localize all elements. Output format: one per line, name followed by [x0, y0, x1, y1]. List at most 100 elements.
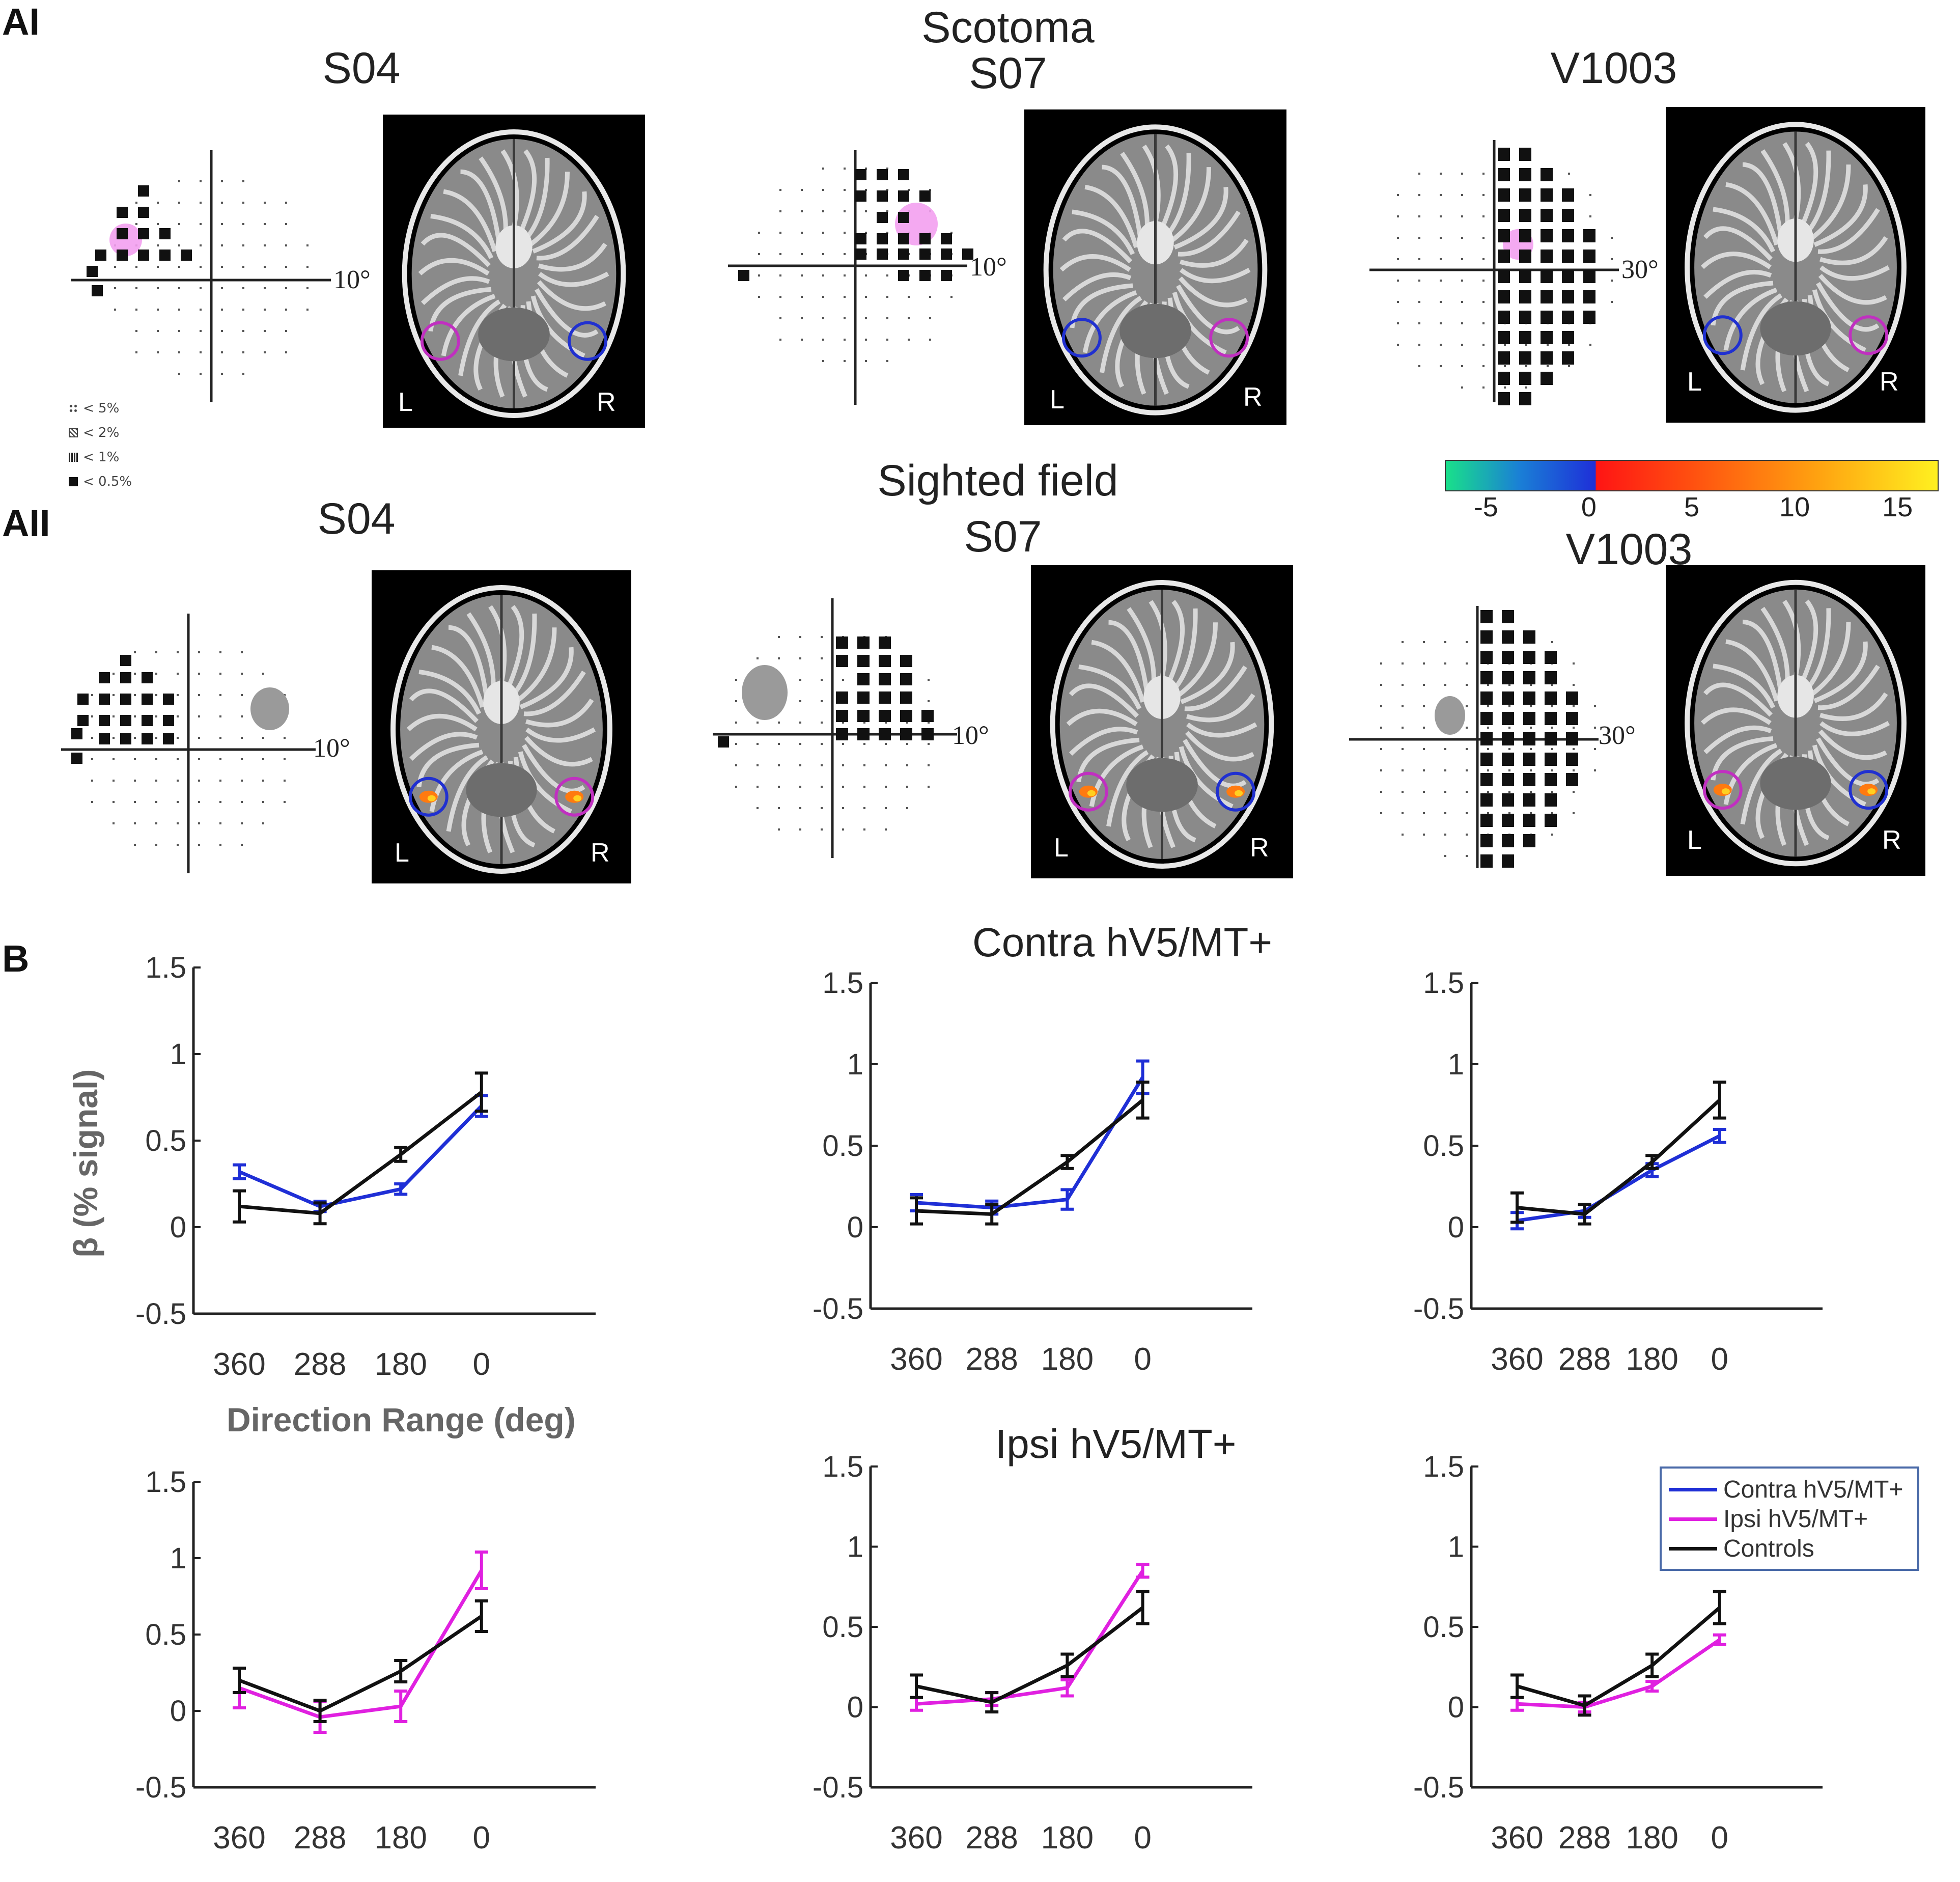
error-bar-ipsi [1060, 1678, 1074, 1698]
y-tick-label: -0.5 [813, 1292, 863, 1325]
y-tick-label: -0.5 [135, 1297, 186, 1331]
legend-line-controls [1669, 1546, 1717, 1551]
series-line-contra [238, 1104, 483, 1208]
visual-field-v1003-sighted [1349, 606, 1599, 868]
x-tick-label: 360 [1491, 1342, 1543, 1377]
field-label-s04-scotoma: 10° [333, 265, 371, 294]
legend-item-contra: Contra hV5/MT+ [1669, 1475, 1910, 1504]
chart-row1-s04: -0.5 0 0.5 1 1.5 360 288 180 0 [135, 951, 596, 1382]
panel-label-a2: AII [2, 502, 50, 544]
field-label-s07-scotoma: 10° [970, 253, 1007, 282]
brain-side-right: R [1880, 367, 1899, 397]
y-tick-label: 0 [1448, 1211, 1464, 1244]
y-tick-label: 1.5 [1423, 1450, 1464, 1483]
x-tick-label: 0 [473, 1820, 490, 1856]
brain-image-s04-scotoma: L R [383, 115, 645, 428]
heading-s04-row2: S04 [317, 494, 396, 543]
colorbar-tick: 10 [1779, 492, 1810, 522]
x-tick-label: 180 [1041, 1342, 1094, 1377]
heading-s07-row2: S07 [964, 512, 1042, 561]
panel-label-b: B [2, 937, 30, 980]
error-bar-controls [1645, 1154, 1659, 1170]
y-tick-label: 0.5 [1423, 1129, 1464, 1163]
x-tick-label: 288 [294, 1347, 346, 1382]
field-label-v1003-sighted: 30° [1599, 721, 1636, 750]
brain-image-v1003-sighted: L R [1666, 565, 1925, 876]
x-tick-label: 288 [1558, 1820, 1611, 1856]
error-bar-controls [1578, 1203, 1591, 1226]
brain-image-s07-scotoma: L R [1024, 109, 1286, 425]
series-line-controls [1517, 1098, 1721, 1216]
series-line-controls [916, 1098, 1144, 1216]
significance-legend-item: < 1% [69, 445, 132, 469]
y-tick-label: 0 [847, 1211, 863, 1244]
error-bar-controls [1713, 1590, 1726, 1625]
dense-symbol [69, 453, 78, 462]
error-bar-controls [910, 1673, 923, 1699]
colorbar-tick: -5 [1473, 492, 1498, 522]
panel-label-a1: AI [2, 1, 40, 43]
x-tick-label: 288 [965, 1820, 1018, 1856]
brain-side-right: R [591, 838, 610, 868]
error-bar-controls [910, 1196, 923, 1226]
field-label-s07-sighted: 10° [952, 721, 989, 750]
brain-side-left: L [398, 388, 413, 417]
x-tick-label: 360 [890, 1820, 942, 1856]
heading-v1003-row1: V1003 [1550, 44, 1677, 93]
brain-side-right: R [1243, 382, 1263, 412]
visual-field-s04-sighted [61, 614, 316, 873]
error-bar-controls [1510, 1673, 1524, 1699]
x-tick-label: 360 [890, 1342, 942, 1377]
error-bar-controls [985, 1691, 999, 1713]
error-bar-controls [1713, 1081, 1726, 1120]
error-bar-controls [985, 1203, 999, 1226]
chart-title-contra: Contra hV5/MT+ [972, 920, 1273, 965]
error-bar-controls [394, 1146, 408, 1163]
brain-image-v1003-scotoma: L R [1666, 107, 1925, 423]
error-bar-controls [313, 1201, 327, 1226]
y-tick-label: 1 [847, 1048, 863, 1081]
error-bar-controls [1578, 1694, 1591, 1717]
brain-side-right: R [1250, 833, 1269, 863]
y-tick-label: -0.5 [135, 1771, 186, 1804]
significance-legend-item: < 0.5% [69, 469, 132, 494]
heading-scotoma: Scotoma [921, 3, 1095, 52]
y-tick-label: 1.5 [145, 951, 186, 984]
error-bar-controls [313, 1699, 327, 1723]
y-tick-label: -0.5 [1413, 1292, 1464, 1325]
y-tick-label: 0 [1448, 1691, 1464, 1724]
colorbar-tick: 0 [1581, 492, 1597, 522]
y-axis-label: β (% signal) [67, 1069, 104, 1258]
error-bar-controls [1060, 1154, 1074, 1170]
significance-legend: < 5% < 2% < 1% < 0.5% [69, 396, 132, 494]
visual-field-s07-sighted [713, 598, 957, 858]
brain-image-s04-sighted: L R [372, 570, 631, 883]
x-tick-label: 360 [1491, 1820, 1543, 1856]
x-tick-label: 0 [1134, 1820, 1151, 1856]
error-bar-controls [394, 1659, 408, 1683]
y-tick-label: 1 [1448, 1048, 1464, 1081]
error-bar-ipsi [1713, 1633, 1726, 1646]
error-bar-controls [1060, 1652, 1074, 1678]
y-tick-label: 1.5 [1423, 966, 1464, 1000]
x-tick-label: 360 [213, 1820, 265, 1856]
y-tick-label: 0.5 [822, 1611, 863, 1644]
solid-symbol [69, 477, 78, 486]
dots-symbol [69, 404, 78, 413]
x-tick-label: 288 [1558, 1342, 1611, 1377]
significance-legend-item: < 5% [69, 396, 132, 421]
x-tick-label: 180 [374, 1820, 427, 1856]
error-bar-controls [1645, 1652, 1659, 1678]
brain-image-s07-sighted: L R [1031, 565, 1293, 878]
colorbar [1445, 460, 1939, 491]
brain-side-right: R [1882, 825, 1901, 855]
error-bar-ipsi [474, 1551, 488, 1590]
chart-title-ipsi: Ipsi hV5/MT+ [995, 1421, 1237, 1466]
heading-s07-row1: S07 [969, 49, 1047, 98]
series-line-controls [238, 1615, 483, 1713]
brain-side-left: L [395, 838, 409, 868]
brain-side-left: L [1687, 367, 1702, 397]
x-tick-label: 180 [1626, 1820, 1678, 1856]
brain-side-left: L [1687, 825, 1702, 855]
legend-item-ipsi: Ipsi hV5/MT+ [1669, 1504, 1910, 1534]
